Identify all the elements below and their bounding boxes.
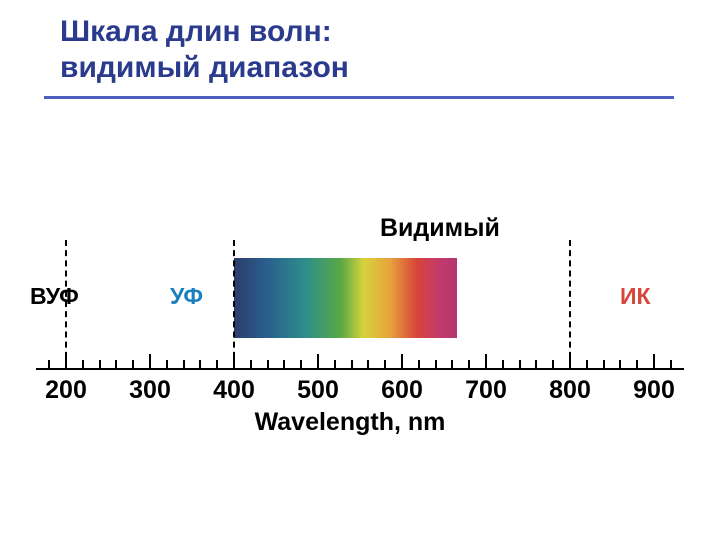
axis-minor-tick	[502, 360, 504, 368]
axis-minor-tick	[300, 360, 302, 368]
boundary-line	[233, 240, 235, 368]
axis-minor-tick	[199, 360, 201, 368]
axis-minor-tick	[435, 360, 437, 368]
label-visible: Видимый	[380, 214, 500, 243]
axis-minor-tick	[183, 360, 185, 368]
axis-minor-tick	[334, 360, 336, 368]
axis-major-tick	[317, 354, 319, 368]
axis-minor-tick	[250, 360, 252, 368]
axis-line	[36, 368, 684, 370]
axis-tick-label: 700	[465, 376, 507, 405]
boundary-line	[569, 240, 571, 368]
axis-minor-tick	[367, 360, 369, 368]
axis-major-tick	[485, 354, 487, 368]
axis-minor-tick	[132, 360, 134, 368]
axis-tick-label: 900	[633, 376, 675, 405]
diagram-canvas: Шкала длин волн: видимый диапазон Видимы…	[0, 0, 720, 540]
axis-minor-tick	[468, 360, 470, 368]
axis-tick-label: 300	[129, 376, 171, 405]
axis-minor-tick	[603, 360, 605, 368]
axis-minor-tick	[384, 360, 386, 368]
label-vuv: ВУФ	[30, 283, 79, 310]
axis-minor-tick	[283, 360, 285, 368]
boundary-line	[65, 240, 67, 368]
axis-major-tick	[401, 354, 403, 368]
axis-tick-label: 200	[45, 376, 87, 405]
axis-major-tick	[149, 354, 151, 368]
visible-spectrum-band	[234, 258, 457, 338]
title-underline	[44, 96, 674, 99]
axis-major-tick	[65, 354, 67, 368]
axis-minor-tick	[619, 360, 621, 368]
axis-minor-tick	[418, 360, 420, 368]
axis-minor-tick	[115, 360, 117, 368]
axis-minor-tick	[535, 360, 537, 368]
axis-tick-label: 600	[381, 376, 423, 405]
axis-major-tick	[233, 354, 235, 368]
axis-minor-tick	[216, 360, 218, 368]
axis-label: Wavelength, nm	[200, 408, 500, 437]
title-line-1: Шкала длин волн:	[60, 14, 349, 50]
axis-minor-tick	[451, 360, 453, 368]
axis-minor-tick	[267, 360, 269, 368]
axis-minor-tick	[670, 360, 672, 368]
axis-minor-tick	[519, 360, 521, 368]
axis-tick-label: 500	[297, 376, 339, 405]
axis-minor-tick	[351, 360, 353, 368]
axis-minor-tick	[636, 360, 638, 368]
axis-tick-label: 800	[549, 376, 591, 405]
label-uv: УФ	[170, 283, 203, 310]
title-line-2: видимый диапазон	[60, 50, 349, 86]
axis-minor-tick	[48, 360, 50, 368]
axis-tick-label: 400	[213, 376, 255, 405]
axis-major-tick	[653, 354, 655, 368]
axis-major-tick	[569, 354, 571, 368]
title-block: Шкала длин волн: видимый диапазон	[60, 14, 349, 86]
axis-minor-tick	[586, 360, 588, 368]
axis-minor-tick	[99, 360, 101, 368]
axis-minor-tick	[82, 360, 84, 368]
axis-minor-tick	[552, 360, 554, 368]
axis-minor-tick	[166, 360, 168, 368]
label-ir: ИК	[620, 283, 651, 310]
